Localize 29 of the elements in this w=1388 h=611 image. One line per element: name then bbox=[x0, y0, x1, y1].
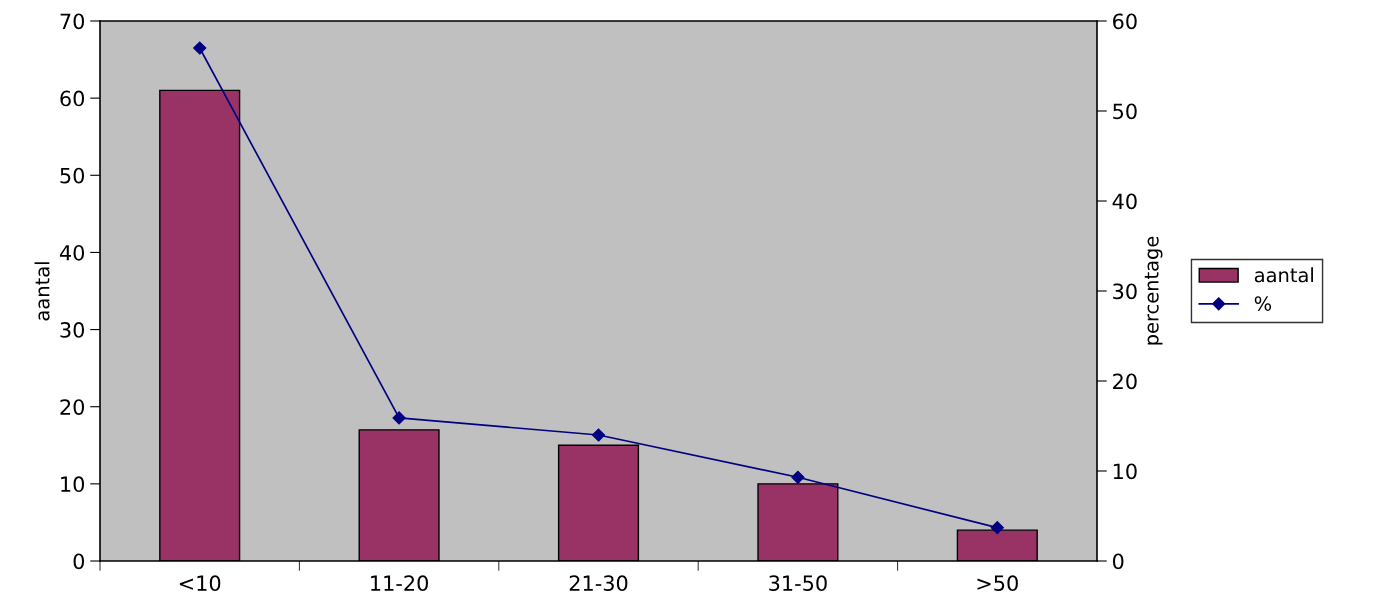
y-tick-label: 40 bbox=[59, 244, 85, 261]
y-tick-label: 0 bbox=[73, 553, 85, 570]
x-tick-label: 11-20 bbox=[371, 575, 428, 592]
point bbox=[791, 470, 805, 484]
y2-tick-label: 40 bbox=[1112, 193, 1137, 210]
y-tick-label: 20 bbox=[60, 399, 85, 415]
point bbox=[193, 41, 207, 55]
y2-tick-label: 60 bbox=[1113, 13, 1137, 30]
y2-tick-label: 0 bbox=[1112, 553, 1124, 570]
y-tick-label: 70 bbox=[60, 13, 85, 30]
legend-label: % bbox=[1254, 296, 1272, 311]
legend-label: aantal bbox=[1254, 267, 1313, 283]
x-tick-label: >50 bbox=[977, 575, 1018, 592]
point bbox=[392, 411, 406, 425]
x-tick-label: <10 bbox=[179, 575, 221, 592]
y2-tick-label: 50 bbox=[1113, 103, 1137, 120]
point bbox=[990, 521, 1004, 535]
y2-tick-label: 30 bbox=[1113, 283, 1137, 300]
y-tick-label: 10 bbox=[61, 476, 85, 493]
point bbox=[591, 428, 606, 442]
y2-axis-title: percentage bbox=[1144, 236, 1163, 345]
x-tick-label: 31-50 bbox=[769, 575, 827, 592]
x-tick-label: 21-30 bbox=[569, 575, 628, 592]
y-tick-label: 50 bbox=[60, 167, 85, 184]
y2-tick-label: 20 bbox=[1113, 373, 1137, 390]
y-tick-label: 30 bbox=[60, 322, 85, 338]
y-axis-title: aantal bbox=[34, 262, 50, 321]
y2-tick-label: 10 bbox=[1113, 463, 1137, 480]
y-tick-label: 60 bbox=[60, 90, 85, 107]
